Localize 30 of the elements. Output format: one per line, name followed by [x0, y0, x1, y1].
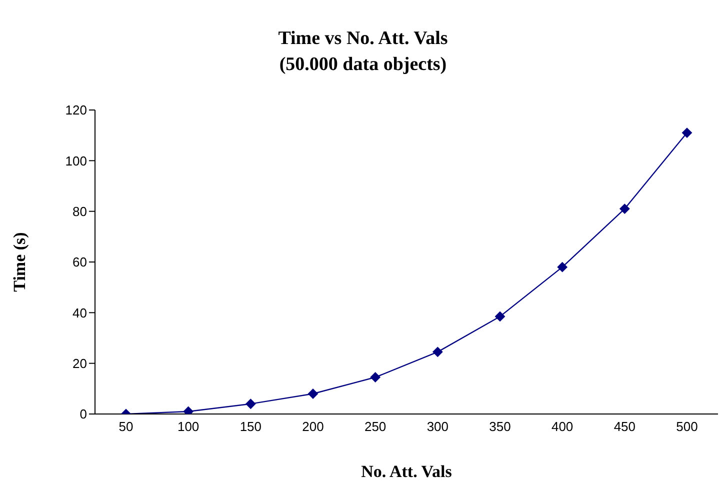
y-tick-label: 20 [72, 356, 87, 371]
point [183, 406, 194, 414]
point [620, 204, 630, 214]
chart-subtitle: (50.000 data objects) [278, 54, 448, 76]
point [432, 346, 443, 357]
y-tick-label: 40 [72, 305, 87, 320]
x-tick-label: 500 [676, 419, 698, 434]
x-tick-label: 350 [489, 419, 511, 434]
y-tick-label: 120 [65, 102, 87, 118]
x-tick-label: 300 [426, 419, 449, 434]
y-tick-label: 0 [80, 406, 87, 422]
x-tick-label: 150 [240, 419, 262, 434]
x-tick-label: 50 [118, 419, 134, 434]
x-axis-title: No. Att. Vals [360, 462, 453, 482]
point [495, 311, 505, 322]
y-tick-label: 60 [72, 254, 87, 270]
chart-title: Time vs No. Att. Vals [277, 28, 449, 50]
point [246, 398, 256, 409]
x-tick-label: 100 [177, 419, 200, 434]
y-axis-title: Time (s) [10, 232, 30, 292]
x-tick-label: 400 [551, 419, 574, 434]
point [308, 388, 318, 399]
x-tick-label: 250 [364, 419, 386, 434]
point [682, 128, 692, 138]
x-tick-label: 450 [614, 419, 636, 434]
point [370, 372, 380, 382]
y-tick-label: 100 [65, 153, 87, 168]
x-tick-label: 200 [302, 419, 324, 434]
point [557, 262, 568, 272]
y-tick-label: 80 [72, 204, 87, 219]
